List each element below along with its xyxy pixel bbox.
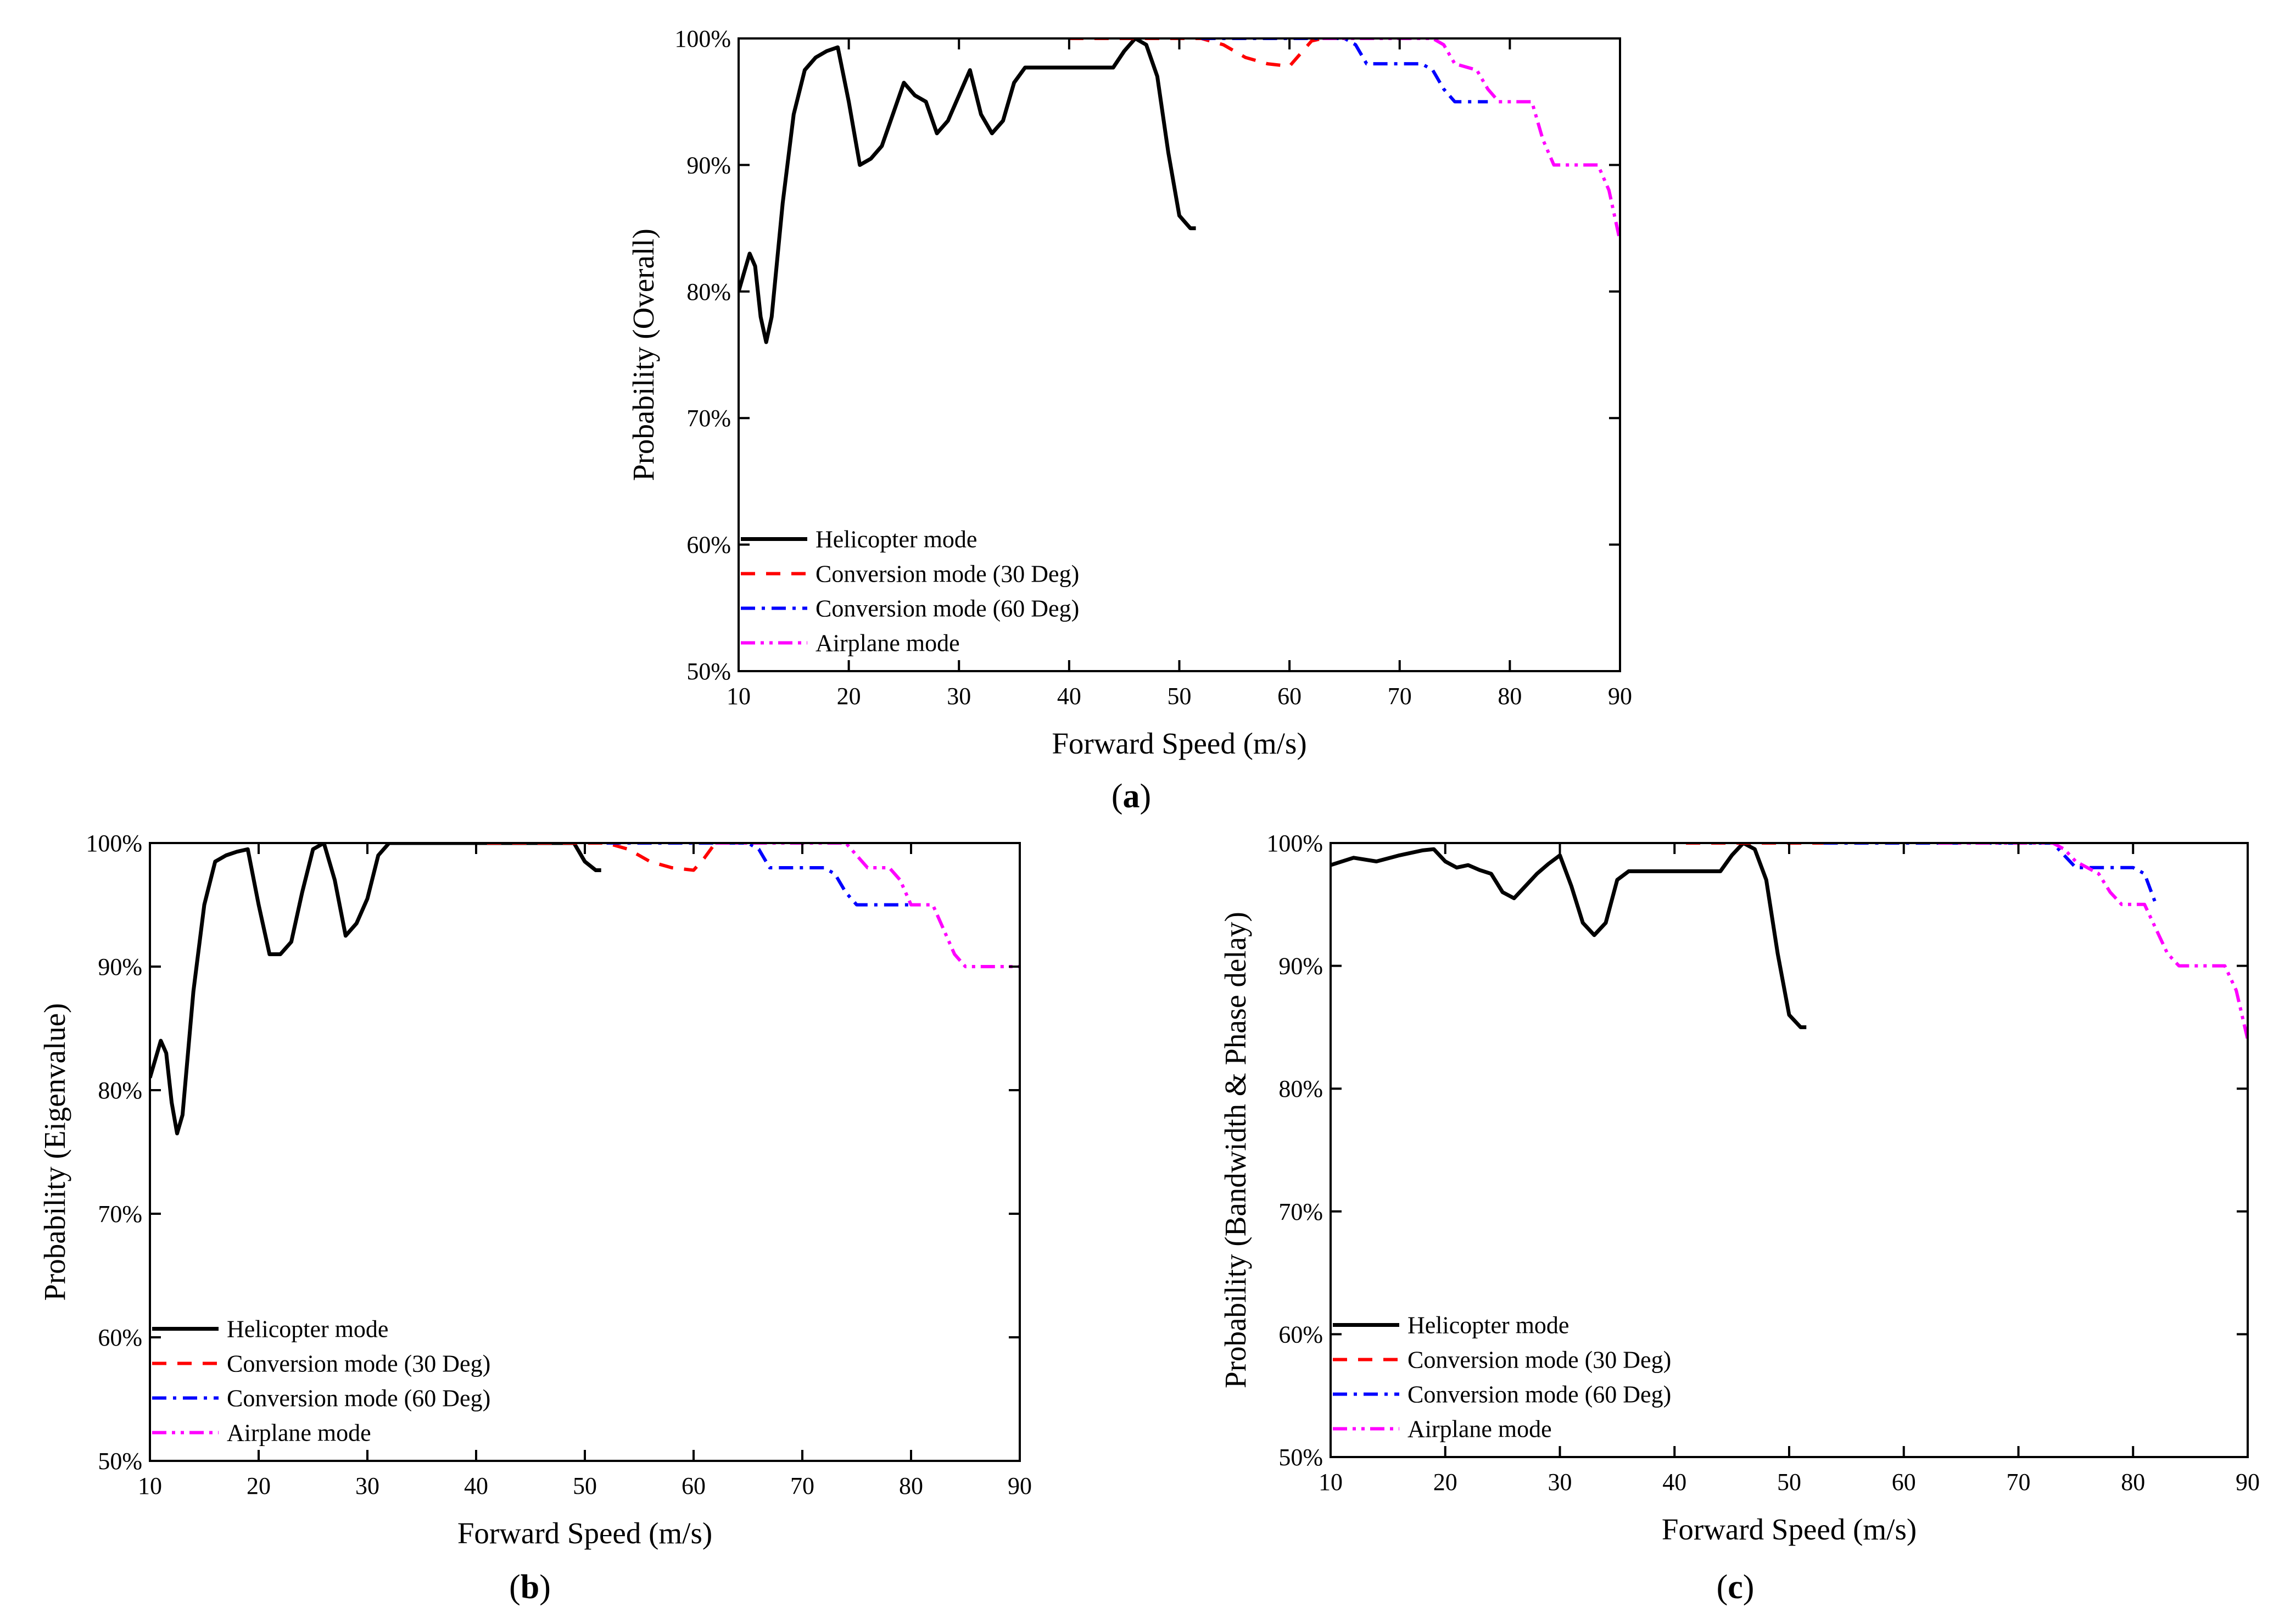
y-tick-label: 60% (98, 1324, 142, 1351)
panel-a: 10 20 30 40 50 60 70 80 90 50% 60% 70% 80% 90% 100% For… (627, 25, 1632, 815)
x-tick-label: 20 (837, 683, 861, 710)
y-tick-label: 100% (86, 830, 142, 857)
series-line-airplane (1322, 38, 1620, 242)
legend-label-conv30: Conversion mode (30 Deg) (815, 561, 1079, 588)
x-tick-label: 50 (573, 1472, 597, 1499)
y-tick-label: 60% (1278, 1321, 1323, 1348)
legend-label-airplane: Airplane mode (815, 630, 960, 657)
x-tick-label: 80 (2121, 1469, 2145, 1495)
x-tick-label: 40 (1057, 683, 1081, 710)
series-line-conv60 (606, 843, 911, 907)
panel-label: (b) (509, 1569, 551, 1606)
y-tick-label: 60% (686, 532, 731, 559)
y-tick-label: 100% (674, 25, 731, 52)
series-line-helicopter (739, 38, 1196, 344)
x-axis-title: Forward Speed (m/s) (1662, 1513, 1917, 1546)
y-axis-title: Probability (Overall) (627, 228, 660, 481)
series-line-airplane (1938, 843, 2248, 1040)
series-line-helicopter (150, 843, 601, 1136)
panel-b: 10 20 30 40 50 60 70 80 90 50% 60% 70% 80% 90% 100% For… (38, 830, 1032, 1606)
x-tick-label: 80 (899, 1472, 923, 1499)
x-tick-label: 80 (1498, 683, 1522, 710)
legend-label-conv30: Conversion mode (30 Deg) (1407, 1347, 1671, 1374)
x-tick-label: 30 (1548, 1469, 1572, 1495)
x-tick-label: 60 (1277, 683, 1302, 710)
x-tick-label: 20 (247, 1472, 271, 1499)
x-tick-label: 10 (727, 683, 751, 710)
y-tick-label: 80% (98, 1077, 142, 1104)
y-tick-label: 100% (1266, 830, 1323, 857)
y-tick-label: 70% (686, 405, 731, 432)
y-tick-label: 50% (1278, 1444, 1323, 1471)
x-tick-label: 70 (1388, 683, 1412, 710)
x-axis-title: Forward Speed (m/s) (457, 1516, 712, 1550)
x-tick-label: 10 (1319, 1469, 1343, 1495)
x-tick-label: 60 (1892, 1469, 1916, 1495)
series-line-conv30 (1069, 38, 1334, 68)
legend-label-conv60: Conversion mode (60 Deg) (1407, 1381, 1671, 1408)
x-axis-title: Forward Speed (m/s) (1052, 727, 1306, 760)
x-tick-label: 10 (138, 1472, 162, 1499)
series-group (739, 38, 1620, 344)
series-line-conv60 (1823, 843, 2158, 905)
legend: Helicopter mode Conversion mode (30 Deg) C… (1333, 1312, 1671, 1443)
x-tick-label: 60 (682, 1472, 706, 1499)
legend-label-conv30: Conversion mode (30 Deg) (227, 1350, 490, 1377)
legend: Helicopter mode Conversion mode (30 Deg) C… (152, 1316, 490, 1447)
y-tick-label: 70% (98, 1201, 142, 1227)
x-tick-label: 70 (790, 1472, 814, 1499)
y-tick-label: 90% (686, 152, 731, 178)
x-tick-label: 50 (1168, 683, 1192, 710)
panel-label: (a) (1111, 778, 1151, 815)
series-line-helicopter (1331, 843, 1807, 1029)
y-tick-label: 90% (1278, 953, 1323, 980)
x-tick-label: 40 (464, 1472, 488, 1499)
series-line-airplane (715, 843, 1020, 968)
y-tick-label: 80% (686, 278, 731, 305)
y-axis-title: Probability (Eigenvalue) (38, 1003, 71, 1301)
y-tick-label: 50% (98, 1448, 142, 1475)
legend-label-airplane: Airplane mode (1407, 1416, 1552, 1443)
legend-label-airplane: Airplane mode (227, 1420, 371, 1447)
x-tick-label: 20 (1433, 1469, 1457, 1495)
x-tick-label: 40 (1662, 1469, 1686, 1495)
x-tick-label: 30 (355, 1472, 379, 1499)
legend-label-helicopter: Helicopter mode (1407, 1312, 1569, 1339)
legend-label-conv60: Conversion mode (60 Deg) (815, 595, 1079, 622)
x-tick-label: 90 (1008, 1472, 1032, 1499)
legend: Helicopter mode Conversion mode (30 Deg) C… (741, 526, 1079, 657)
x-tick-label: 50 (1777, 1469, 1801, 1495)
x-tick-label: 90 (1608, 683, 1632, 710)
series-group (1331, 843, 2248, 1040)
y-tick-label: 50% (686, 658, 731, 685)
y-tick-label: 70% (1278, 1198, 1323, 1225)
y-tick-label: 90% (98, 953, 142, 980)
series-line-conv30 (487, 843, 738, 872)
legend-label-helicopter: Helicopter mode (815, 526, 977, 553)
x-tick-label: 90 (2236, 1469, 2260, 1495)
panel-label: (c) (1717, 1569, 1755, 1606)
y-axis-title: Probability (Bandwidth & Phase delay) (1219, 912, 1252, 1388)
legend-label-conv60: Conversion mode (60 Deg) (227, 1385, 490, 1412)
y-tick-label: 80% (1278, 1075, 1323, 1102)
x-tick-label: 30 (947, 683, 971, 710)
series-group (150, 843, 1020, 1136)
legend-label-helicopter: Helicopter mode (227, 1316, 388, 1343)
x-tick-label: 70 (2007, 1469, 2031, 1495)
panel-c: 10 20 30 40 50 60 70 80 90 50% 60% 70% 80% 90% 100% For… (1219, 830, 2260, 1606)
